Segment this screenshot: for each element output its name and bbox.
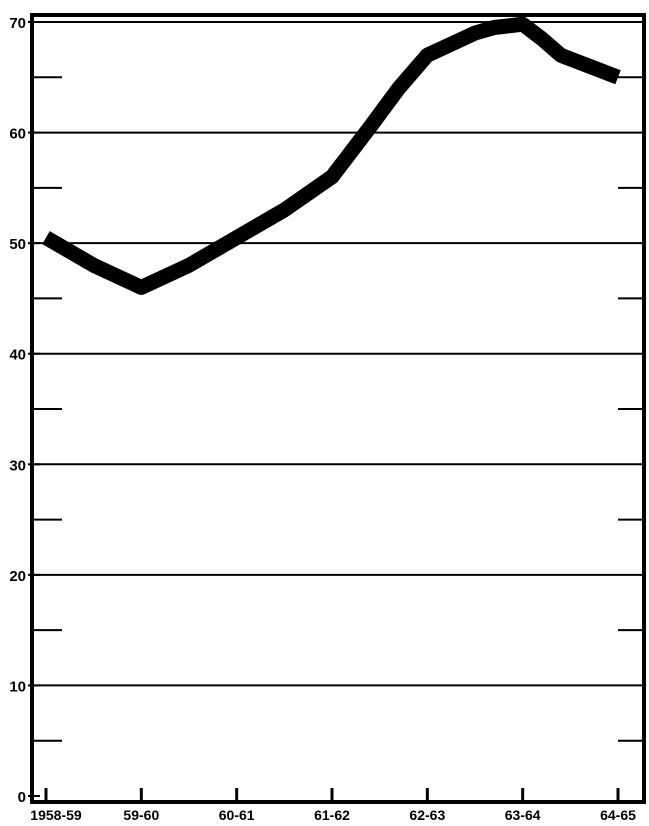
x-tick-label: 63-64 (505, 807, 541, 823)
plot-frame (30, 13, 646, 804)
data-point (493, 27, 495, 29)
data-point (455, 41, 457, 43)
data-point (369, 126, 371, 128)
data-point (188, 264, 190, 266)
x-tick-label: 60-61 (219, 807, 255, 823)
plot-frame-rect (30, 13, 646, 804)
data-point (474, 32, 476, 34)
series-layer (42, 16, 621, 295)
grid-lines (32, 21, 644, 687)
x-tick-label: 1958-59 (30, 807, 82, 823)
y-tick-label: 10 (9, 678, 26, 695)
data-point (398, 87, 400, 89)
data-point (45, 237, 47, 239)
x-tick-label: 61-62 (314, 807, 350, 823)
x-tick-label: 64-65 (600, 807, 636, 823)
x-tick-labels: 1958-59 59-60 60-61 61-62 62-63 63-64 64-65 (30, 807, 636, 823)
data-point (541, 38, 543, 40)
y-tick-label: 0 (18, 789, 26, 806)
y-tick-label: 40 (9, 347, 26, 364)
data-point (588, 65, 590, 67)
y-tick-label: 70 (9, 15, 26, 32)
data-point (426, 54, 428, 56)
data-point (331, 176, 333, 178)
data-point (140, 286, 142, 288)
data-point (617, 76, 619, 78)
data-point (236, 237, 238, 239)
data-point (522, 23, 524, 25)
x-tick-label: 59-60 (123, 807, 159, 823)
y-tick-labels: 0 10 20 30 40 50 60 70 (9, 15, 26, 806)
data-point (560, 54, 562, 56)
x-tick-label: 62-63 (409, 807, 445, 823)
y-tick-label: 20 (9, 568, 26, 585)
data-point (283, 209, 285, 211)
data-point (93, 264, 95, 266)
y-tick-label: 50 (9, 236, 26, 253)
series-line (42, 16, 621, 295)
y-tick-label: 30 (9, 457, 26, 474)
y-tick-label: 60 (9, 126, 26, 143)
